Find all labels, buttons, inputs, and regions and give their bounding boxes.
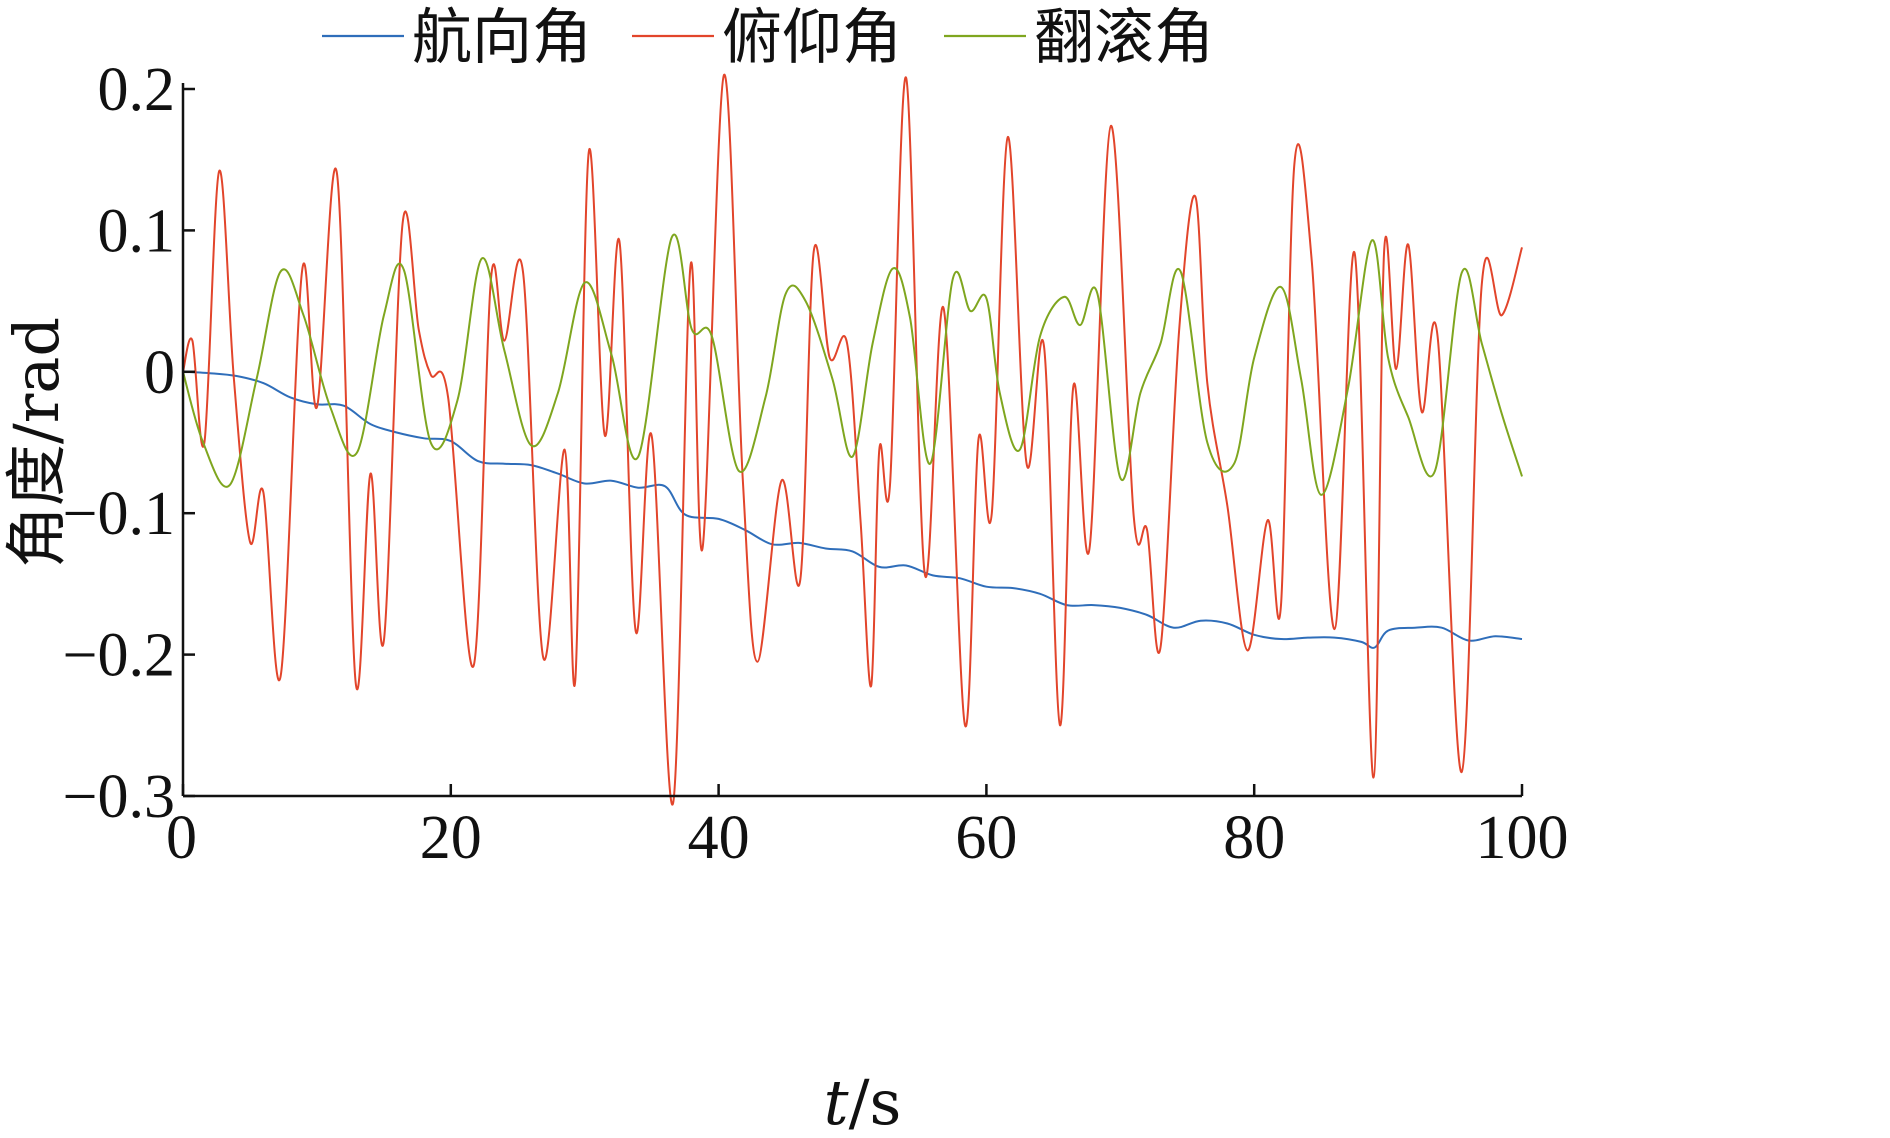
- y-axis-title: 角度/rad: [0, 317, 73, 568]
- y-tick-label: 0.1: [98, 197, 176, 265]
- x-tick-label: 20: [420, 804, 482, 872]
- x-tick-label: 60: [955, 804, 1017, 872]
- y-tick-label: 0.2: [98, 56, 176, 124]
- x-axis-title: t/s: [824, 1066, 902, 1138]
- x-tick-label: 80: [1223, 804, 1285, 872]
- x-tick-label: 0: [166, 804, 197, 872]
- y-tick-label: −0.1: [63, 480, 175, 548]
- x-tick-label: 100: [1476, 804, 1569, 872]
- legend: 航向角 俯仰角 翻滚角: [322, 3, 1214, 73]
- y-tick-label: −0.2: [63, 622, 175, 690]
- y-ticks: 0.2 0.1 0 −0.1 −0.2 −0.3: [63, 56, 195, 831]
- axes: [181, 83, 1522, 798]
- series-line-2: [182, 73, 1523, 806]
- y-tick-label: 0: [144, 339, 175, 407]
- legend-label-3: 翻滚角: [1034, 3, 1214, 73]
- series-line-1: [182, 370, 1523, 649]
- y-tick-label: −0.3: [63, 763, 175, 831]
- x-tick-label: 40: [688, 804, 750, 872]
- legend-label-1: 航向角: [412, 3, 592, 73]
- x-axis-title-variable: t: [824, 1066, 849, 1138]
- legend-label-2: 俯仰角: [722, 3, 902, 73]
- x-axis-title-unit: /s: [849, 1066, 902, 1138]
- series-line-3: [182, 233, 1523, 496]
- x-ticks: 0 20 40 60 80 100: [166, 784, 1569, 872]
- plot-series: [182, 73, 1523, 806]
